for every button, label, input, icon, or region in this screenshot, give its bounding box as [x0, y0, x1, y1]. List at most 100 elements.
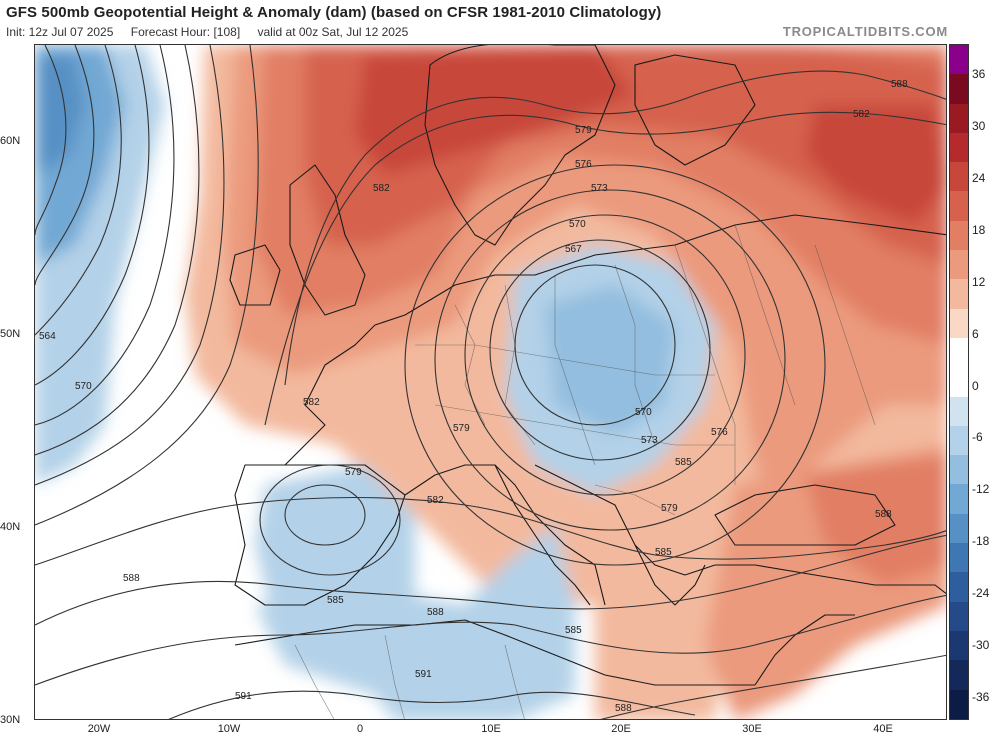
colorbar-segment [950, 250, 968, 280]
coast-north-africa [234, 619, 755, 686]
colorbar-segment [950, 543, 968, 573]
colorbar-tick-label: 30 [972, 119, 986, 134]
valid-time: valid at 00z Sat, Jul 12 2025 [257, 25, 409, 39]
coast-britain [289, 164, 366, 316]
colorbar-segment [950, 45, 968, 75]
colorbar-segment [950, 455, 968, 485]
lon-label-30e: 30E [742, 723, 762, 735]
contour-label: 591 [415, 669, 432, 680]
contour-label: 570 [569, 219, 586, 230]
lat-label-60n: 60N [0, 135, 21, 147]
map-canvas: 579 582 564 570 582 579 576 573 570 567 … [35, 45, 946, 719]
colorbar-tick-label: 24 [972, 171, 986, 186]
contour-label: 582 [427, 495, 444, 506]
colorbar-segment [950, 513, 968, 544]
map-panel: 579 582 564 570 582 579 576 573 570 567 … [34, 44, 947, 720]
coast-mediterranean-north [404, 464, 606, 606]
contour-label: 564 [39, 331, 56, 342]
lat-label-40n: 40N [0, 521, 21, 533]
negative-anomaly-central-core [545, 285, 675, 435]
colorbar-tick-label: 18 [972, 222, 986, 237]
contour-label: 588 [123, 573, 140, 584]
colorbar-segment [950, 308, 968, 338]
colorbar-tick-label: -36 [972, 689, 990, 704]
map-title: GFS 500mb Geopotential Height & Anomaly … [6, 4, 662, 21]
coast-ireland [229, 244, 281, 306]
init-time: Init: 12z Jul 07 2025 [6, 25, 114, 39]
coast-turkey [715, 564, 946, 595]
colorbar-segment [950, 367, 968, 397]
coastlines [229, 45, 946, 686]
contour-label: 570 [635, 407, 652, 418]
colorbar-tick-label: 12 [972, 274, 986, 289]
contour-label: 576 [711, 427, 728, 438]
colorbar-segment [950, 337, 968, 368]
contour-label: 588 [615, 703, 632, 714]
colorbar-tick-label: 36 [972, 67, 986, 82]
coast-continent-north [374, 214, 946, 326]
contour-label: 579 [661, 503, 678, 514]
contour-label: 588 [427, 607, 444, 618]
positive-anomaly-southeast-inner [805, 455, 946, 585]
contour-labels: 579 582 564 570 582 579 576 573 570 567 … [39, 79, 908, 714]
lon-label-40e: 40E [873, 723, 893, 735]
contour-label: 576 [575, 159, 592, 170]
contour-label: 585 [565, 625, 582, 636]
contour-label: 567 [565, 244, 582, 255]
lat-label-30n: 30N [0, 714, 21, 726]
colorbar-segment [950, 74, 968, 104]
contour-label: 588 [875, 509, 892, 520]
contour-label: 585 [655, 547, 672, 558]
coast-scandinavia [424, 45, 616, 246]
lat-label-50n: 50N [0, 328, 21, 340]
colorbar-segment [950, 630, 968, 661]
contour-label: 582 [303, 397, 320, 408]
colorbar-segment [950, 191, 968, 221]
colorbar-tick-label: -18 [972, 534, 990, 549]
contour-label: 579 [453, 423, 470, 434]
contour-label: 582 [853, 109, 870, 120]
colorbar-tick-label: 6 [972, 326, 979, 341]
colorbar-segment [950, 220, 968, 251]
coast-black-sea [714, 484, 896, 546]
colorbar-segment [950, 279, 968, 309]
forecast-hour: Forecast Hour: [108] [130, 25, 241, 39]
colorbar-segment [950, 572, 968, 602]
contour-label: 591 [235, 691, 252, 702]
map-subtitle: Init: 12z Jul 07 2025 Forecast Hour: [10… [6, 25, 422, 39]
negative-anomaly-north-africa [255, 525, 575, 719]
anomaly-colorbar [949, 44, 969, 720]
colorbar-segment [950, 660, 968, 690]
contour-label: 588 [891, 79, 908, 90]
colorbar-segment [950, 601, 968, 631]
contour-label: 579 [575, 125, 592, 136]
contour-label: 585 [675, 457, 692, 468]
height-contours [35, 45, 946, 719]
coast-greece [634, 544, 706, 606]
colorbar-segment [950, 162, 968, 192]
lon-label-20w: 20W [87, 723, 111, 735]
coast-france-atlantic [284, 324, 376, 466]
anomaly-shading [35, 45, 946, 719]
colorbar-segment [950, 396, 968, 426]
colorbar-segment [950, 689, 968, 719]
brand-watermark: TROPICALTIDBITS.COM [782, 24, 948, 39]
colorbar-segment [950, 103, 968, 133]
contour-label: 582 [373, 183, 390, 194]
lon-label-0: 0 [356, 723, 364, 735]
contour-label: 573 [591, 183, 608, 194]
lon-label-10e: 10E [481, 723, 501, 735]
lon-label-20e: 20E [611, 723, 631, 735]
contour-label: 579 [345, 467, 362, 478]
coast-finland [634, 54, 756, 166]
colorbar-tick-label: -24 [972, 585, 990, 600]
colorbar-segment [950, 484, 968, 514]
colorbar-segment [950, 132, 968, 163]
colorbar-tick-label: 0 [972, 378, 979, 393]
anomaly-24-east [805, 105, 946, 225]
contour-label: 570 [75, 381, 92, 392]
colorbar-tick-label: -30 [972, 637, 990, 652]
colorbar-tick-label: -6 [972, 430, 983, 445]
contour-label: 573 [641, 435, 658, 446]
negative-anomaly-atlantic-deep [35, 55, 85, 175]
